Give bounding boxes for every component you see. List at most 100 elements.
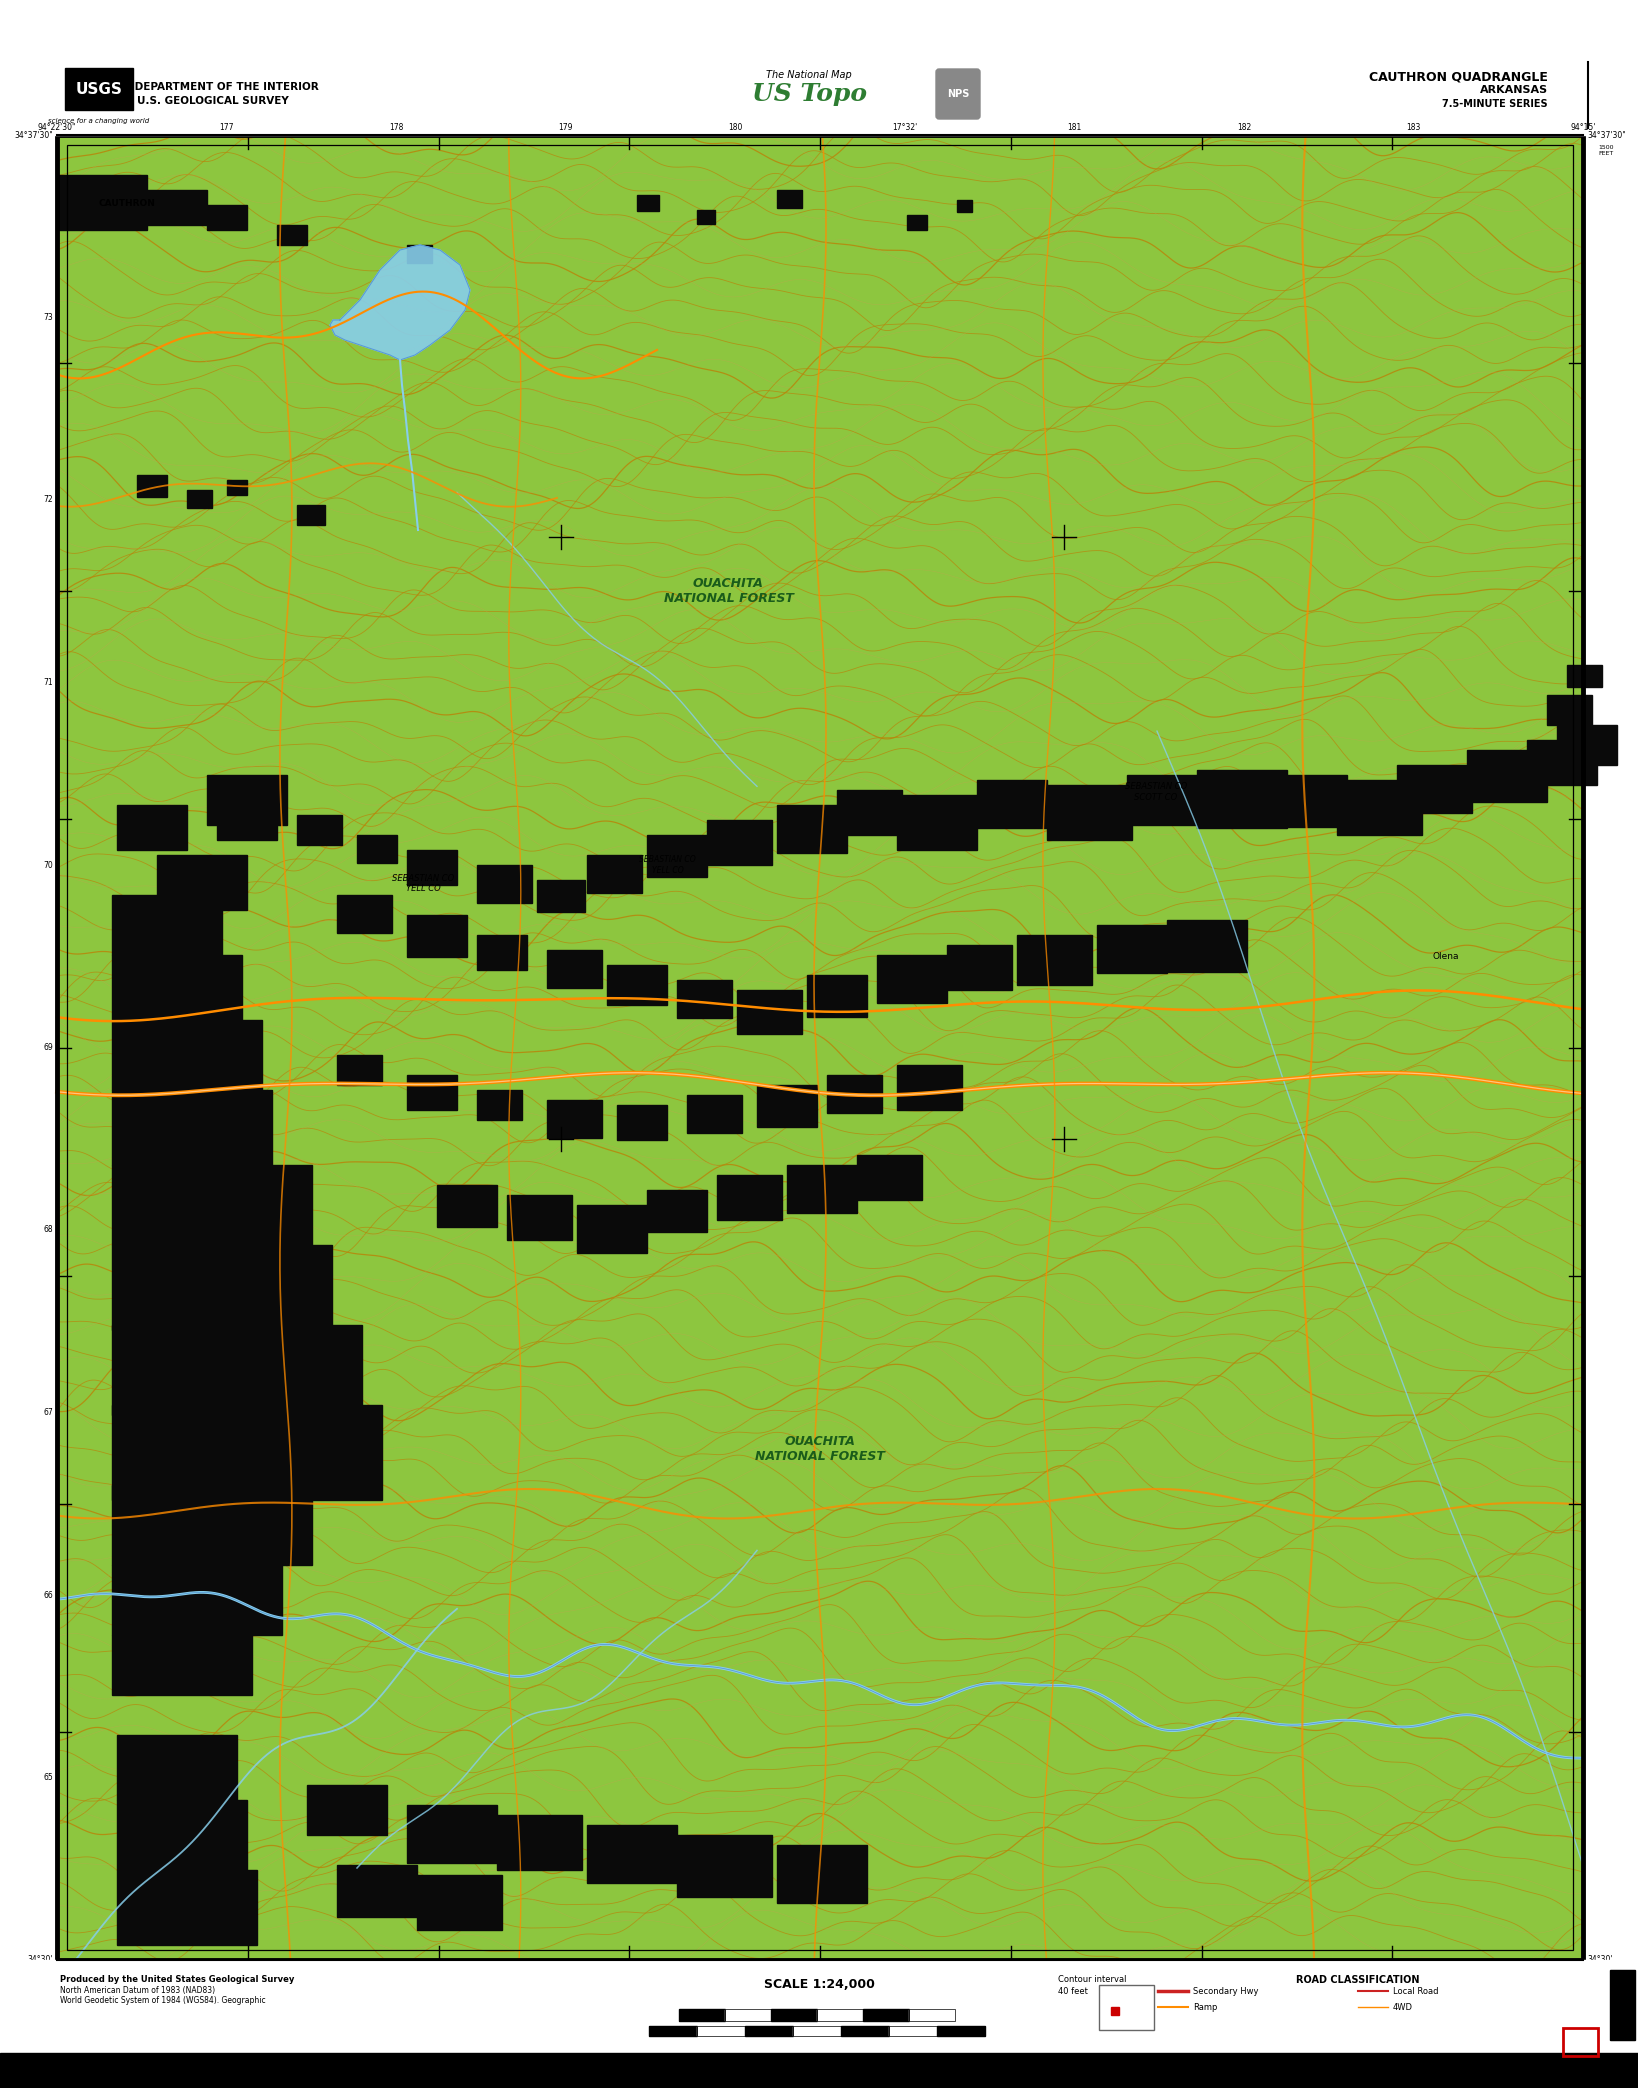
Bar [771, 2009, 817, 2021]
Text: 34°30': 34°30' [1587, 1956, 1612, 1965]
Bar [206, 205, 247, 230]
Bar [876, 954, 947, 1002]
Bar [337, 896, 391, 933]
Bar [857, 1155, 922, 1201]
Bar [1047, 785, 1132, 839]
Bar [647, 835, 708, 877]
Text: 34°37'30": 34°37'30" [1587, 129, 1627, 140]
Text: OUACHITA
NATIONAL FOREST: OUACHITA NATIONAL FOREST [663, 576, 793, 606]
Bar [776, 1846, 867, 1902]
Bar [1397, 764, 1473, 812]
Bar [296, 505, 324, 524]
Text: 4WD: 4WD [1392, 2002, 1414, 2011]
Bar [418, 1875, 501, 1929]
Bar [147, 190, 206, 226]
Text: 178: 178 [727, 1965, 742, 1973]
Bar [827, 1075, 881, 1113]
Text: 34°22'30": 34°22'30" [38, 1965, 77, 1973]
Bar [57, 136, 1582, 1961]
Text: U.S. GEOLOGICAL SURVEY: U.S. GEOLOGICAL SURVEY [138, 96, 288, 106]
Text: 73: 73 [43, 313, 52, 322]
Text: 179: 179 [559, 123, 573, 132]
Text: 69: 69 [43, 1044, 52, 1052]
Text: ARKANSAS: ARKANSAS [1479, 86, 1548, 94]
Bar [817, 2009, 863, 2021]
Text: The National Map: The National Map [767, 71, 852, 79]
Bar [771, 2009, 817, 2021]
Text: Local Road: Local Road [1392, 1986, 1438, 1996]
Text: 66: 66 [43, 1591, 52, 1599]
Bar [793, 2025, 840, 2036]
Bar [157, 854, 247, 910]
Bar [608, 965, 667, 1004]
Bar [745, 2025, 793, 2036]
Bar [216, 800, 277, 839]
Text: 179: 179 [1066, 1965, 1081, 1973]
Bar [496, 1814, 581, 1871]
Text: SEBASTIAN CO
YELL CO: SEBASTIAN CO YELL CO [391, 873, 454, 894]
Bar [406, 244, 432, 263]
Bar [1558, 725, 1617, 764]
Bar [808, 975, 867, 1017]
Bar [0, 1961, 1638, 2088]
Bar [337, 1865, 418, 1917]
Text: 94°15': 94°15' [1571, 123, 1595, 132]
Bar [937, 2025, 984, 2036]
Bar [337, 1054, 382, 1086]
Text: 65: 65 [43, 1773, 52, 1781]
Bar [909, 2009, 955, 2021]
Bar [111, 1566, 282, 1635]
Text: CAUTHRON: CAUTHRON [98, 198, 156, 207]
Bar [737, 990, 803, 1034]
Bar [111, 954, 242, 1021]
Bar [680, 2009, 726, 2021]
Bar [1337, 781, 1422, 835]
Bar [1166, 921, 1247, 973]
Text: 94°22'30": 94°22'30" [38, 123, 77, 132]
Bar [1127, 775, 1202, 825]
Text: 177: 177 [388, 1965, 403, 1973]
Bar [0, 0, 1638, 136]
Bar [863, 2009, 909, 2021]
Bar [111, 1244, 333, 1330]
Bar [793, 2025, 840, 2036]
Bar [66, 69, 133, 111]
Bar [111, 1090, 272, 1165]
FancyBboxPatch shape [935, 69, 980, 119]
Text: Contour interval: Contour interval [1058, 1975, 1127, 1984]
Bar [116, 1871, 257, 1946]
Bar [406, 1804, 496, 1862]
Bar [1197, 770, 1287, 829]
Text: SCALE 1:24,000: SCALE 1:24,000 [763, 1977, 875, 1992]
Bar [1017, 935, 1093, 986]
Bar [898, 1065, 962, 1111]
Bar [698, 2025, 745, 2036]
Bar [757, 1086, 817, 1128]
Bar [111, 1405, 382, 1499]
Bar [138, 474, 167, 497]
Bar [676, 979, 732, 1019]
Bar [296, 814, 342, 846]
Bar [1099, 1986, 1155, 2030]
Bar [1568, 664, 1602, 687]
Text: US Topo: US Topo [752, 81, 867, 106]
Text: 70: 70 [43, 860, 52, 869]
Bar [67, 144, 1572, 1950]
Bar [277, 226, 306, 244]
Text: science for a changing world: science for a changing world [49, 119, 149, 123]
Text: 40 feet: 40 feet [1058, 1988, 1088, 1996]
Text: Secondary Hwy: Secondary Hwy [1192, 1986, 1258, 1996]
Bar [547, 1100, 603, 1138]
Bar [618, 1105, 667, 1140]
Text: 181: 181 [1068, 123, 1081, 132]
Text: SEBASTIAN CO
YELL CO: SEBASTIAN CO YELL CO [639, 856, 696, 875]
Bar [57, 136, 1582, 1961]
Bar [111, 1635, 252, 1695]
Text: SEBASTIAN CO
SCOTT CO: SEBASTIAN CO SCOTT CO [1125, 783, 1188, 802]
Bar [649, 2025, 698, 2036]
Text: 182: 182 [1237, 123, 1251, 132]
Bar [698, 211, 716, 223]
Bar [717, 1176, 781, 1219]
Bar [111, 896, 223, 954]
Bar [437, 1186, 496, 1228]
